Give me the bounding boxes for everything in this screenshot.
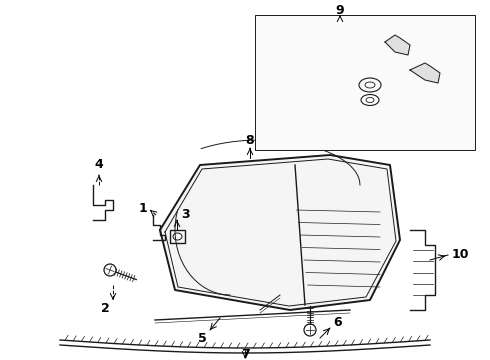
Bar <box>255 15 475 150</box>
Text: 9: 9 <box>336 4 344 17</box>
Text: 8: 8 <box>245 134 254 147</box>
Bar <box>312 73 318 87</box>
Text: 2: 2 <box>100 302 109 315</box>
Text: 7: 7 <box>241 348 249 360</box>
Text: 1: 1 <box>139 202 147 215</box>
Text: 3: 3 <box>181 208 189 221</box>
Text: 4: 4 <box>95 158 103 171</box>
Text: 6: 6 <box>334 315 343 328</box>
Text: 5: 5 <box>197 332 206 345</box>
Bar <box>170 230 185 243</box>
Polygon shape <box>410 63 440 83</box>
Polygon shape <box>385 35 410 55</box>
Polygon shape <box>160 155 400 310</box>
Text: 10: 10 <box>451 248 469 261</box>
